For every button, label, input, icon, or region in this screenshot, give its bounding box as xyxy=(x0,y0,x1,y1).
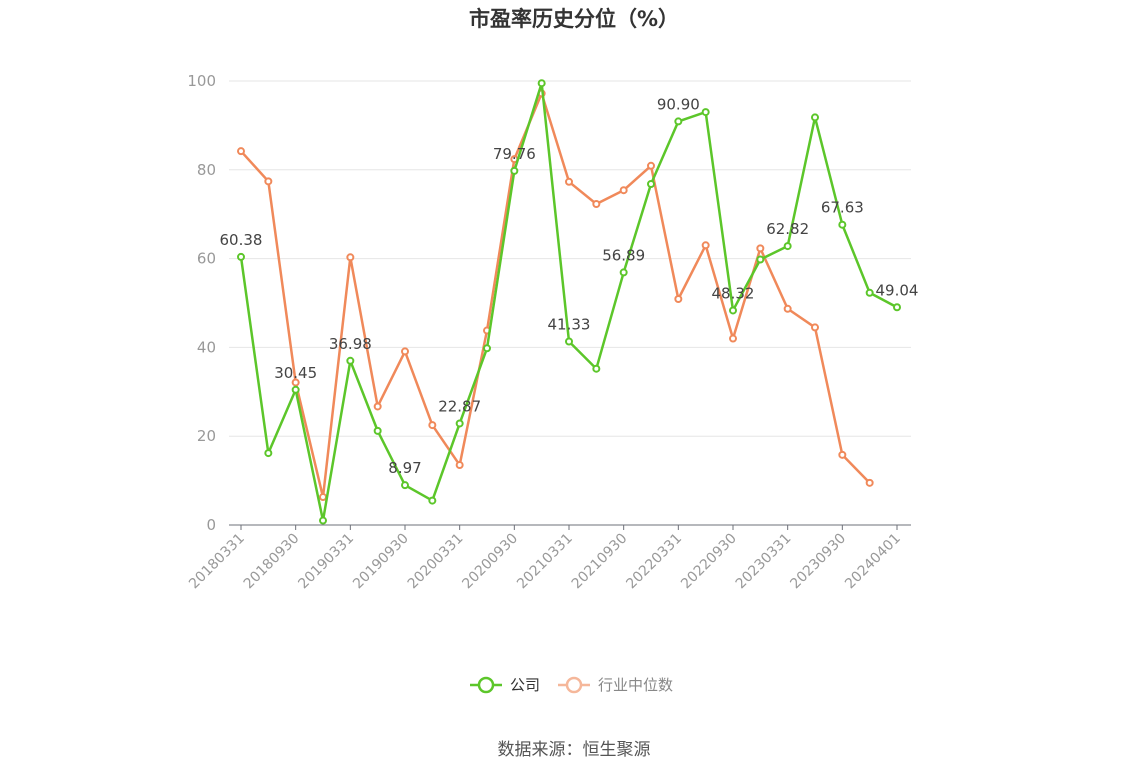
data-point[interactable] xyxy=(373,426,382,435)
data-point[interactable] xyxy=(783,304,792,313)
data-point[interactable] xyxy=(455,419,464,428)
data-point[interactable] xyxy=(428,421,437,430)
data-point[interactable] xyxy=(510,166,519,175)
data-point[interactable] xyxy=(756,255,765,264)
y-tick-label: 40 xyxy=(197,338,216,356)
data-label: 79.76 xyxy=(493,145,536,163)
legend-industry-median[interactable]: 行业中位数 xyxy=(558,676,673,694)
data-point[interactable] xyxy=(237,252,245,261)
data-point[interactable] xyxy=(592,199,601,208)
x-tick-label: 20200331 xyxy=(405,531,467,593)
data-point[interactable] xyxy=(373,402,382,411)
data-point[interactable] xyxy=(783,242,792,251)
data-point[interactable] xyxy=(865,478,874,487)
data-point[interactable] xyxy=(674,295,683,304)
data-point[interactable] xyxy=(455,461,464,470)
y-tick-label: 20 xyxy=(197,427,216,445)
data-point[interactable] xyxy=(401,481,409,490)
data-point[interactable] xyxy=(701,108,710,117)
x-tick-label: 20210331 xyxy=(514,531,576,593)
data-label: 60.38 xyxy=(220,231,263,249)
data-point[interactable] xyxy=(729,306,737,315)
data-point[interactable] xyxy=(674,117,683,126)
legend-marker-icon xyxy=(477,676,495,694)
data-label: 41.33 xyxy=(548,315,591,333)
grid-lines xyxy=(229,80,911,437)
legend-label: 公司 xyxy=(510,676,540,694)
chart-title: 市盈率历史分位（%） xyxy=(469,7,679,31)
x-tick-label: 20180930 xyxy=(241,531,303,593)
data-point[interactable] xyxy=(838,450,847,459)
series-industry-median xyxy=(237,89,874,502)
legend-marker-icon xyxy=(565,676,583,694)
data-point[interactable] xyxy=(346,356,355,365)
data-point[interactable] xyxy=(865,288,874,297)
data-point[interactable] xyxy=(619,186,628,195)
data-point[interactable] xyxy=(729,334,737,343)
data-point[interactable] xyxy=(264,449,273,458)
data-label: 22.87 xyxy=(438,397,481,415)
data-label: 62.82 xyxy=(766,220,809,238)
data-point[interactable] xyxy=(756,244,765,253)
data-point[interactable] xyxy=(592,364,601,373)
x-tick-label: 20200930 xyxy=(459,531,521,593)
data-point[interactable] xyxy=(811,113,819,122)
data-point[interactable] xyxy=(346,253,355,262)
data-point[interactable] xyxy=(401,347,409,356)
x-tick-label: 20220331 xyxy=(623,531,685,593)
x-tick-label: 20240401 xyxy=(842,531,904,593)
x-tick-label: 20230331 xyxy=(733,531,795,593)
x-tick-label: 20210930 xyxy=(569,531,631,593)
data-label: 36.98 xyxy=(329,335,372,353)
data-point[interactable] xyxy=(838,220,847,229)
data-point[interactable] xyxy=(893,303,901,312)
data-point[interactable] xyxy=(291,385,300,394)
data-point[interactable] xyxy=(319,493,327,502)
legend-company[interactable]: 公司 xyxy=(470,676,540,694)
data-point[interactable] xyxy=(483,344,491,353)
x-tick-label: 20190930 xyxy=(350,531,412,593)
y-tick-label: 0 xyxy=(206,516,216,534)
data-label: 67.63 xyxy=(821,199,864,217)
series-layer xyxy=(237,79,901,525)
data-label: 56.89 xyxy=(602,246,645,264)
data-point[interactable] xyxy=(537,79,546,88)
legend-label: 行业中位数 xyxy=(598,676,673,694)
x-tick-label: 20190331 xyxy=(295,531,357,593)
x-tick-label: 20220930 xyxy=(678,531,740,593)
data-point[interactable] xyxy=(428,496,437,505)
data-point[interactable] xyxy=(264,177,273,186)
data-label: 48.32 xyxy=(712,284,755,302)
data-point[interactable] xyxy=(619,268,628,277)
data-label: 8.97 xyxy=(388,459,421,477)
data-point[interactable] xyxy=(811,323,819,332)
data-label: 30.45 xyxy=(274,364,317,382)
data-point[interactable] xyxy=(647,180,655,189)
data-label: 49.04 xyxy=(876,281,919,299)
data-point[interactable] xyxy=(291,378,300,387)
data-point[interactable] xyxy=(319,516,327,525)
x-tick-label: 20180331 xyxy=(186,531,248,593)
x-tick-label: 20230930 xyxy=(787,531,849,593)
data-point[interactable] xyxy=(647,161,655,170)
y-tick-label: 80 xyxy=(197,161,216,179)
data-label: 90.90 xyxy=(657,95,700,113)
series-line xyxy=(239,81,898,522)
data-point[interactable] xyxy=(237,147,245,156)
legend[interactable]: 公司 行业中位数 xyxy=(470,676,673,694)
data-point[interactable] xyxy=(701,241,710,250)
y-tick-label: 100 xyxy=(187,72,216,90)
data-point[interactable] xyxy=(565,337,573,346)
source-note: 数据来源：恒生聚源 xyxy=(498,740,651,760)
y-tick-label: 60 xyxy=(197,250,216,268)
data-labels: 60.38 30.45 36.98 8.97 22.87 79.76 41.33 56.89 9… xyxy=(220,95,919,477)
data-point[interactable] xyxy=(565,177,573,186)
series-company xyxy=(237,79,901,525)
